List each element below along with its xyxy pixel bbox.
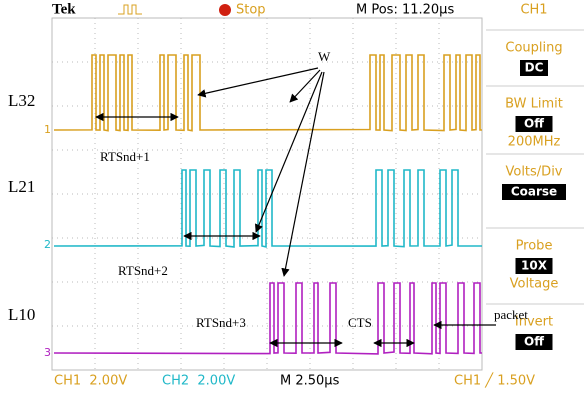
brand: Tek [52, 1, 76, 17]
scope-screenshot: Tek Stop M Pos: 11.20µs CH1 Coupling DC BW… [0, 0, 586, 394]
annotation: CTS [348, 315, 372, 330]
footer-time: M 2.50µs [280, 374, 340, 389]
annotation: packet [494, 307, 528, 322]
annotation: RTSnd+1 [100, 149, 150, 164]
footer-ch2: CH2 2.00V [162, 374, 235, 389]
menu-title: Probe [516, 239, 553, 254]
menu-title: Volts/Div [505, 165, 562, 180]
menu-extra: Voltage [510, 277, 559, 292]
menu-title: Coupling [505, 41, 562, 56]
trigger-icon [118, 5, 142, 14]
trace-label: L10 [8, 305, 35, 324]
marker: 2 [44, 238, 51, 251]
menu-value: DC [525, 61, 544, 75]
footer-trigger: CH1 ╱ 1.50V [454, 372, 535, 389]
marker: 3 [44, 346, 51, 359]
trace-label: L21 [8, 177, 35, 196]
menu-value: 10X [521, 259, 548, 273]
menu-extra: 200MHz [508, 135, 561, 150]
menu-value: Coarse [511, 185, 557, 199]
annotation: RTSnd+3 [196, 315, 246, 330]
stop-icon [219, 4, 231, 16]
menu-title: BW Limit [505, 97, 563, 112]
annotation: RTSnd+2 [118, 263, 168, 278]
channel: CH1 [520, 3, 547, 18]
footer-ch1: CH1 2.00V [54, 374, 127, 389]
marker: 1 [44, 123, 51, 136]
side-menu: Coupling DC BW Limit Off 200MHz Volts/Div Coar… [486, 30, 584, 350]
run-state: Stop [236, 3, 266, 18]
menu-value: Off [524, 117, 544, 131]
menu-value: Off [524, 335, 544, 349]
trace-label: L32 [8, 91, 35, 110]
annotation: W [318, 49, 331, 64]
position: M Pos: 11.20µs [356, 3, 454, 18]
